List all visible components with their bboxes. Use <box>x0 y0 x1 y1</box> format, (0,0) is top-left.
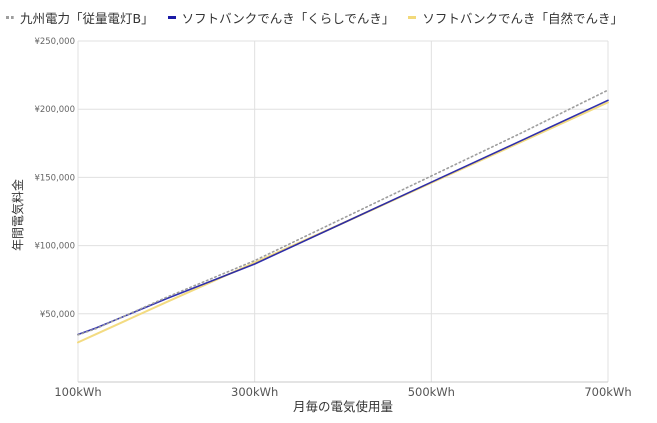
y-tick-label: ¥50,000 <box>40 310 75 320</box>
x-axis-label: 月毎の電気使用量 <box>293 399 393 414</box>
x-tick-label: 500kWh <box>408 385 455 399</box>
legend-swatch-blue <box>167 16 176 19</box>
grid <box>77 40 609 383</box>
legend-item-kyushu[interactable]: 九州電力「従量電灯B」 <box>6 8 154 27</box>
legend-item-kurashi[interactable]: ソフトバンクでんき「くらしでんき」 <box>167 8 395 27</box>
series-line-1 <box>77 99 609 336</box>
y-tick-label: ¥150,000 <box>34 173 75 183</box>
y-tick-label: ¥250,000 <box>34 37 75 47</box>
legend-item-shizen[interactable]: ソフトバンクでんき「自然でんき」 <box>408 8 623 27</box>
legend-label-kurashi: ソフトバンクでんき「くらしでんき」 <box>181 11 395 26</box>
x-tick-label: 700kWh <box>584 385 631 399</box>
y-axis-label: 年間電気料金 <box>10 179 25 251</box>
series-line-0 <box>77 89 609 336</box>
y-tick-label: ¥200,000 <box>34 105 75 115</box>
series-lines <box>77 89 609 344</box>
y-tick-label: ¥100,000 <box>34 242 75 252</box>
legend-label-kyushu: 九州電力「従量電灯B」 <box>20 11 154 26</box>
tick-labels: ¥50,000 ¥100,000 ¥150,000 ¥200,000 ¥250,000 1… <box>34 37 631 399</box>
legend-swatch-dotted <box>6 16 14 19</box>
legend-label-shizen: ソフトバンクでんき「自然でんき」 <box>422 11 623 26</box>
legend-swatch-yellow <box>408 16 417 19</box>
legend: 九州電力「従量電灯B」 ソフトバンクでんき「くらしでんき」 ソフトバンクでんき「… <box>6 8 637 27</box>
x-tick-label: 300kWh <box>231 385 278 399</box>
x-tick-label: 100kWh <box>54 385 101 399</box>
